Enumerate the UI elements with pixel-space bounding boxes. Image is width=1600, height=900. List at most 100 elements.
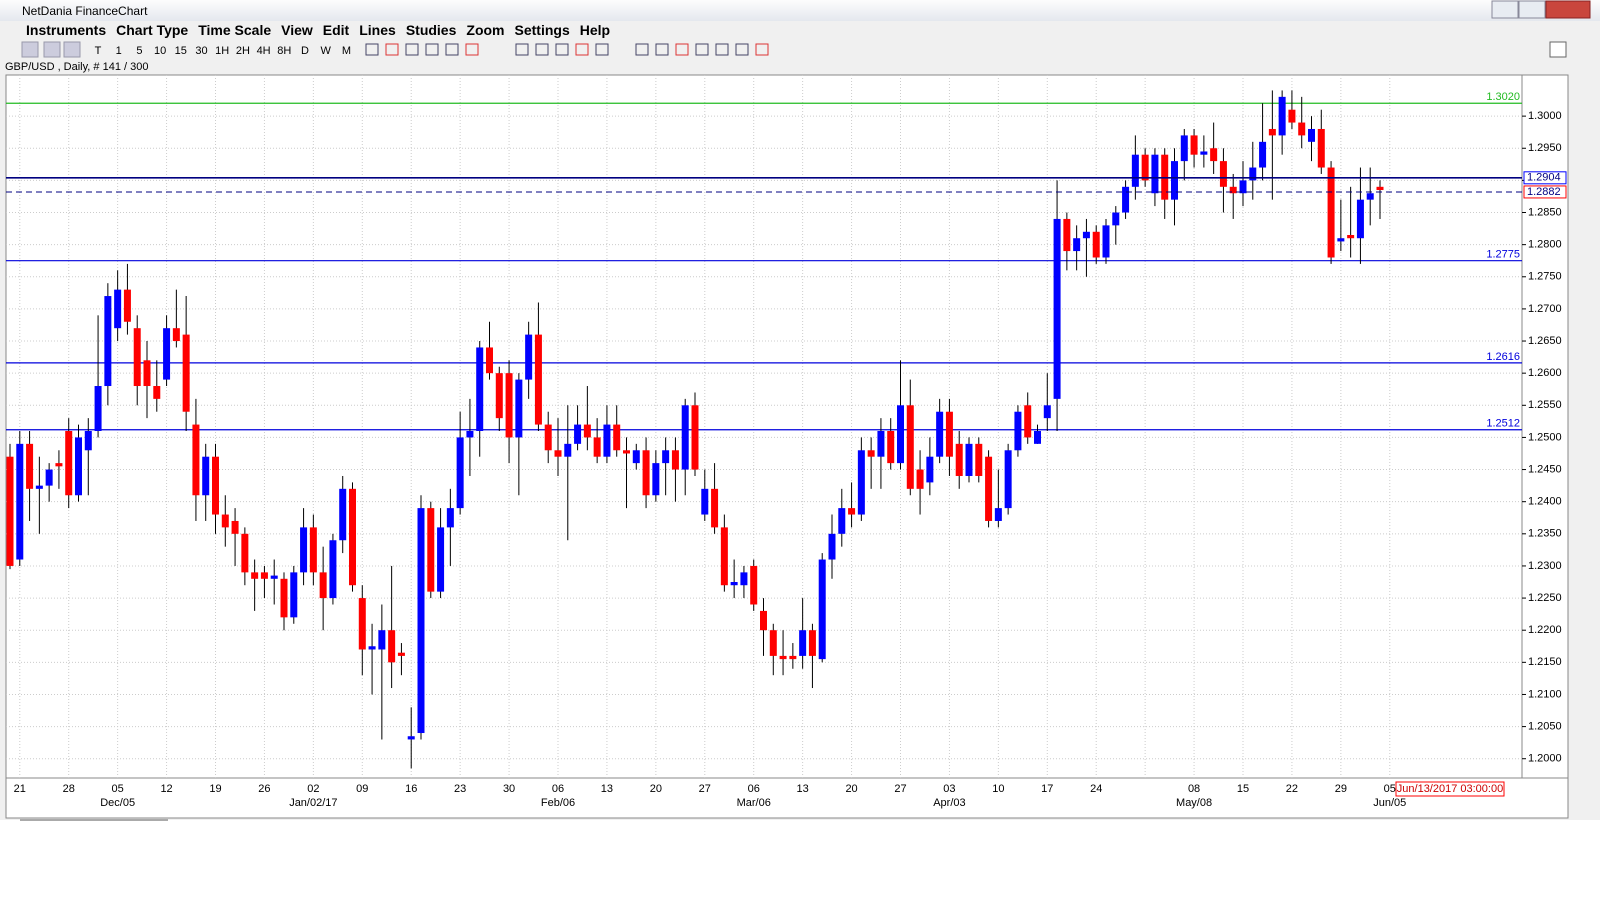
candle-body (1327, 167, 1335, 258)
x-tick-label: 26 (258, 783, 270, 795)
menu-item[interactable]: Lines (359, 22, 396, 38)
candle-body (1092, 231, 1100, 258)
minimize-button[interactable] (1491, 0, 1519, 19)
candle-body (789, 655, 797, 660)
y-tick-label: 1.2450 (1528, 463, 1562, 475)
candle-body (84, 430, 92, 451)
candle-body (290, 572, 298, 618)
candle-body (397, 652, 405, 656)
candle-body (114, 289, 122, 329)
tool-icon[interactable] (575, 43, 589, 56)
window-title: NetDania FinanceChart (22, 4, 148, 18)
candle-body (1102, 225, 1110, 258)
candle-body (1308, 128, 1315, 142)
candle-body (994, 508, 1002, 521)
candle-body (182, 334, 190, 412)
timescale-button[interactable]: T (95, 45, 102, 57)
candle-body (515, 379, 523, 438)
tool-icon[interactable] (515, 43, 529, 56)
candle-body (671, 450, 679, 470)
y-tick-label: 1.2650 (1528, 335, 1562, 347)
timescale-button[interactable]: 1 (116, 45, 122, 57)
close-button[interactable] (1545, 0, 1591, 19)
tool-icon[interactable] (595, 43, 609, 56)
candle-body (916, 469, 924, 489)
panel-toggle[interactable] (1549, 41, 1567, 58)
candle-body (26, 443, 34, 489)
candle-body (554, 450, 562, 457)
menu-item[interactable]: Edit (322, 22, 350, 38)
candle-body (1366, 193, 1374, 200)
timescale-button[interactable]: 5 (136, 45, 142, 57)
menu-bar: Instruments Chart Type Time Scale View Edit L… (0, 21, 1600, 40)
tool-icon[interactable] (695, 43, 709, 56)
level-label: 1.2775 (1486, 249, 1520, 261)
candle-body (417, 508, 425, 734)
y-tick-label: 1.2750 (1528, 271, 1562, 283)
timescale-button[interactable]: 10 (154, 45, 166, 57)
menu-item[interactable]: Instruments (26, 22, 107, 38)
candle-body (1249, 167, 1257, 181)
candle-body (867, 450, 875, 457)
x-tick-label: 17 (1041, 783, 1053, 795)
tool-icon[interactable] (755, 43, 769, 56)
timescale-button[interactable]: 15 (175, 45, 187, 57)
tool-icon[interactable] (635, 43, 649, 56)
timescale-button[interactable]: D (301, 45, 309, 57)
candle-body (251, 572, 259, 579)
candle-body (349, 488, 356, 586)
candle-body (1200, 151, 1208, 155)
level-label: 1.2512 (1486, 418, 1520, 430)
candle-body (1376, 186, 1384, 191)
tool-button[interactable] (21, 41, 39, 58)
x-tick-label: 02 (307, 783, 319, 795)
tool-icon[interactable] (735, 43, 749, 56)
tool-icon[interactable] (655, 43, 669, 56)
tool-icon[interactable] (465, 43, 479, 56)
timescale-button[interactable]: 30 (195, 45, 207, 57)
candle-body (1347, 235, 1355, 239)
tool-icon[interactable] (365, 43, 379, 56)
candle-body (221, 514, 229, 528)
menu-item[interactable]: Zoom (466, 22, 505, 38)
y-tick-label: 1.2700 (1528, 303, 1562, 315)
candle-body (691, 405, 699, 470)
candle-body (897, 405, 904, 464)
tool-button[interactable] (43, 41, 61, 58)
candle-body (632, 450, 640, 464)
candle-body (446, 508, 454, 528)
timescale-button[interactable]: 1H (215, 45, 229, 57)
menu-item[interactable]: Studies (405, 22, 457, 38)
tool-icon[interactable] (405, 43, 419, 56)
menu-item[interactable]: View (281, 22, 313, 38)
tool-icon[interactable] (445, 43, 459, 56)
menu-item[interactable]: Chart Type (116, 22, 189, 38)
candle-body (818, 559, 826, 660)
candle-body (55, 463, 63, 467)
tool-icon[interactable] (385, 43, 399, 56)
maximize-button[interactable] (1518, 0, 1546, 19)
candle-body (300, 527, 308, 573)
tool-icon[interactable] (555, 43, 569, 56)
candle-body (486, 347, 493, 374)
timescale-button[interactable]: 4H (257, 45, 271, 57)
menu-item[interactable]: Settings (514, 22, 570, 38)
menu-item[interactable]: Help (579, 22, 611, 38)
timescale-button[interactable]: W (321, 45, 332, 57)
candle-body (368, 646, 376, 650)
timescale-button[interactable]: 8H (277, 45, 291, 57)
y-tick-label: 1.2950 (1528, 142, 1562, 154)
timescale-button[interactable]: M (342, 45, 351, 57)
tool-icon[interactable] (425, 43, 439, 56)
menu-item[interactable]: Time Scale (198, 22, 272, 38)
timescale-button[interactable]: 2H (236, 45, 250, 57)
tool-icon[interactable] (535, 43, 549, 56)
x-tick-label: 27 (699, 783, 711, 795)
candle-body (1004, 450, 1012, 509)
candle-body (730, 582, 738, 586)
tool-icon[interactable] (675, 43, 689, 56)
tool-icon[interactable] (715, 43, 729, 56)
candle-body (466, 430, 474, 438)
tool-button[interactable] (63, 41, 81, 58)
